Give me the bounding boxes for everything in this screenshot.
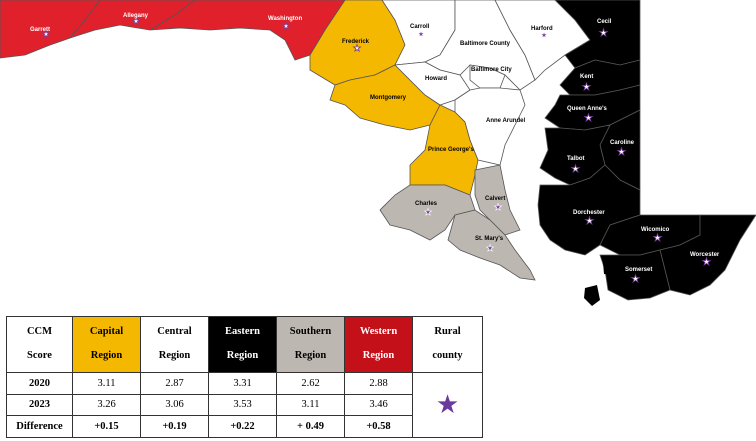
label-talbot: Talbot xyxy=(567,156,585,162)
label-harford: Harford xyxy=(531,26,553,32)
cell-southern-2020: 2.62 xyxy=(276,371,345,395)
table-row: 2023 3.26 3.06 3.53 3.11 3.46 xyxy=(6,393,483,417)
star-icon: ★ xyxy=(42,29,50,39)
county-anne-arundel[interactable] xyxy=(454,87,526,166)
label-st-marys: St. Mary's xyxy=(475,236,504,242)
header-southern-line1: Southern xyxy=(289,326,332,338)
cell-southern-2023: 3.11 xyxy=(276,393,345,417)
label-wicomico: Wicomico xyxy=(641,227,670,233)
star-icon: ★ xyxy=(599,28,608,39)
county-somerset[interactable] xyxy=(599,249,671,301)
header-western-region: Western Region xyxy=(344,316,413,373)
cell-eastern-diff: +0.22 xyxy=(208,415,277,438)
county-charles[interactable] xyxy=(379,184,476,241)
label-charles: Charles xyxy=(415,201,438,207)
row-label-2023: 2023 xyxy=(6,393,73,417)
header-central-region: Central Region xyxy=(140,316,209,373)
header-southern-line2: Region xyxy=(294,350,327,362)
cell-eastern-2023: 3.53 xyxy=(208,393,277,417)
header-eastern-region: Eastern Region xyxy=(208,316,277,373)
label-baltimore-city: Baltimore City xyxy=(471,67,512,73)
cell-central-2020: 2.87 xyxy=(140,371,209,395)
island-small xyxy=(603,260,612,275)
cell-capital-2020: 3.11 xyxy=(72,371,141,395)
star-icon: ★ xyxy=(585,216,594,227)
label-prince-georges: Prince George's xyxy=(428,147,474,153)
star-icon: ★ xyxy=(540,30,548,40)
county-labels: Garrett Allegany Washington Frederick Ca… xyxy=(30,13,720,273)
star-icon: ★ xyxy=(702,257,711,268)
star-icon: ★ xyxy=(424,207,432,217)
label-worcester: Worcester xyxy=(690,252,720,258)
star-icon: ★ xyxy=(584,113,593,124)
star-icon: ★ xyxy=(132,16,140,26)
header-eastern-line1: Eastern xyxy=(225,326,260,338)
cell-capital-diff: +0.15 xyxy=(72,415,141,438)
label-howard: Howard xyxy=(425,76,447,82)
label-frederick: Frederick xyxy=(342,39,370,45)
header-capital-line1: Capital xyxy=(89,326,124,338)
ccm-score-table: CCM Score Capital Region Central Region … xyxy=(6,316,483,439)
label-carroll: Carroll xyxy=(410,24,430,30)
cell-western-2023: 3.46 xyxy=(344,393,413,417)
label-somerset: Somerset xyxy=(625,267,652,273)
row-label-2020: 2020 xyxy=(6,371,73,395)
header-capital-line2: Region xyxy=(90,350,123,362)
label-montgomery: Montgomery xyxy=(370,95,407,101)
row-label-difference: Difference xyxy=(6,415,73,438)
county-worcester[interactable] xyxy=(659,214,756,296)
header-capital-region: Capital Region xyxy=(72,316,141,373)
label-caroline: Caroline xyxy=(610,140,635,146)
table-row: Difference +0.15 +0.19 +0.22 + 0.49 +0.5… xyxy=(6,415,483,438)
rural-star-icon: ★ xyxy=(435,389,460,419)
header-central-line2: Region xyxy=(158,350,191,362)
cell-southern-diff: + 0.49 xyxy=(276,415,345,438)
label-baltimore-county: Baltimore County xyxy=(460,41,511,47)
county-calvert[interactable] xyxy=(474,164,521,236)
header-southern-region: Southern Region xyxy=(276,316,345,373)
table-header-row: CCM Score Capital Region Central Region … xyxy=(6,316,483,373)
star-icon: ★ xyxy=(582,82,591,93)
header-western-line2: Region xyxy=(362,350,395,362)
label-anne-arundel: Anne Arundel xyxy=(486,118,525,124)
label-queen-annes: Queen Anne's xyxy=(567,106,608,112)
star-icon: ★ xyxy=(631,274,640,285)
header-central-line1: Central xyxy=(157,326,192,338)
header-ccm-line1: CCM xyxy=(26,326,53,338)
cell-western-diff: +0.58 xyxy=(344,415,413,438)
star-icon: ★ xyxy=(617,147,626,158)
label-kent: Kent xyxy=(580,74,593,80)
table-row: 2020 3.11 2.87 3.31 2.62 2.88 ★ xyxy=(6,371,483,439)
star-icon: ★ xyxy=(486,243,494,253)
rural-county-stars: ★ ★ ★ ★ ★ ★ ★ ★ ★ ★ ★ ★ ★ ★ ★ ★ ★ ★ xyxy=(42,16,712,286)
label-allegany: Allegany xyxy=(123,13,149,19)
label-calvert: Calvert xyxy=(485,196,505,202)
header-ccm-score: CCM Score xyxy=(6,316,73,373)
star-icon: ★ xyxy=(571,164,580,175)
label-dorchester: Dorchester xyxy=(573,210,605,216)
star-icon: ★ xyxy=(282,21,290,31)
island-smith xyxy=(584,285,600,306)
header-eastern-line2: Region xyxy=(226,350,259,362)
cell-central-2023: 3.06 xyxy=(140,393,209,417)
star-icon: ★ xyxy=(494,202,502,212)
header-western-line1: Western xyxy=(359,326,398,338)
label-cecil: Cecil xyxy=(597,19,612,25)
cell-capital-2023: 3.26 xyxy=(72,393,141,417)
cell-western-2020: 2.88 xyxy=(344,371,413,395)
star-icon: ★ xyxy=(417,29,425,39)
label-garrett: Garrett xyxy=(30,27,50,33)
cell-central-diff: +0.19 xyxy=(140,415,209,438)
header-ccm-line2: Score xyxy=(27,350,52,362)
label-washington: Washington xyxy=(268,16,302,22)
cell-eastern-2020: 3.31 xyxy=(208,371,277,395)
star-icon: ★ xyxy=(653,233,662,244)
header-rural-line1: Rural xyxy=(434,326,461,338)
header-rural-county: Rural county xyxy=(412,316,483,373)
cell-rural-symbol: ★ xyxy=(412,371,483,439)
header-rural-line2: county xyxy=(432,350,463,362)
county-st-marys[interactable] xyxy=(447,209,536,281)
star-icon: ★ xyxy=(353,43,361,53)
